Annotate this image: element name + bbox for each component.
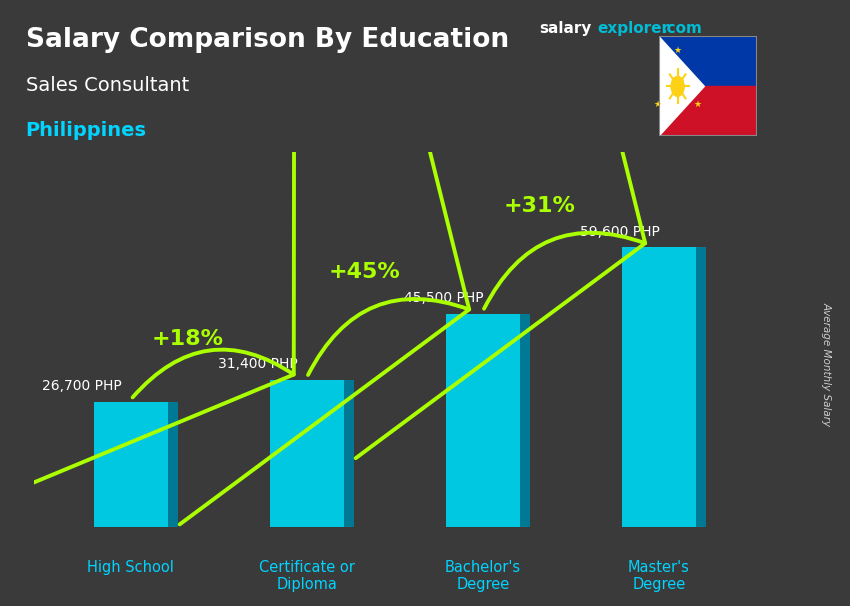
Text: Average Monthly Salary: Average Monthly Salary	[821, 302, 831, 425]
Text: ★: ★	[654, 100, 661, 109]
FancyArrowPatch shape	[179, 0, 469, 524]
Bar	[446, 313, 519, 527]
Text: .com: .com	[661, 21, 702, 36]
Polygon shape	[659, 36, 705, 136]
Text: explorer: explorer	[598, 21, 670, 36]
Text: Master's
Degree: Master's Degree	[628, 560, 689, 593]
Text: Bachelor's
Degree: Bachelor's Degree	[445, 560, 521, 593]
Polygon shape	[167, 402, 178, 527]
FancyArrowPatch shape	[0, 14, 294, 513]
Polygon shape	[519, 313, 530, 527]
Text: ★: ★	[673, 46, 682, 55]
Text: salary: salary	[540, 21, 592, 36]
Bar	[622, 247, 696, 527]
Text: 45,500 PHP: 45,500 PHP	[405, 291, 484, 305]
FancyArrowPatch shape	[355, 0, 645, 458]
Text: Certificate or
Diploma: Certificate or Diploma	[259, 560, 354, 593]
Text: Salary Comparison By Education: Salary Comparison By Education	[26, 27, 508, 53]
Bar	[269, 380, 343, 527]
Text: 31,400 PHP: 31,400 PHP	[218, 358, 298, 371]
Circle shape	[672, 76, 684, 96]
Bar	[659, 87, 756, 136]
Text: Philippines: Philippines	[26, 121, 146, 140]
Bar	[94, 402, 167, 527]
Bar	[659, 36, 756, 87]
Text: Sales Consultant: Sales Consultant	[26, 76, 189, 95]
Text: +18%: +18%	[152, 328, 224, 348]
Polygon shape	[696, 247, 706, 527]
Text: +45%: +45%	[328, 262, 400, 282]
Text: 59,600 PHP: 59,600 PHP	[581, 225, 660, 239]
Text: High School: High School	[88, 560, 174, 575]
Text: 26,700 PHP: 26,700 PHP	[42, 379, 122, 393]
Text: +31%: +31%	[504, 196, 576, 216]
Text: ★: ★	[694, 100, 702, 109]
Polygon shape	[343, 380, 354, 527]
